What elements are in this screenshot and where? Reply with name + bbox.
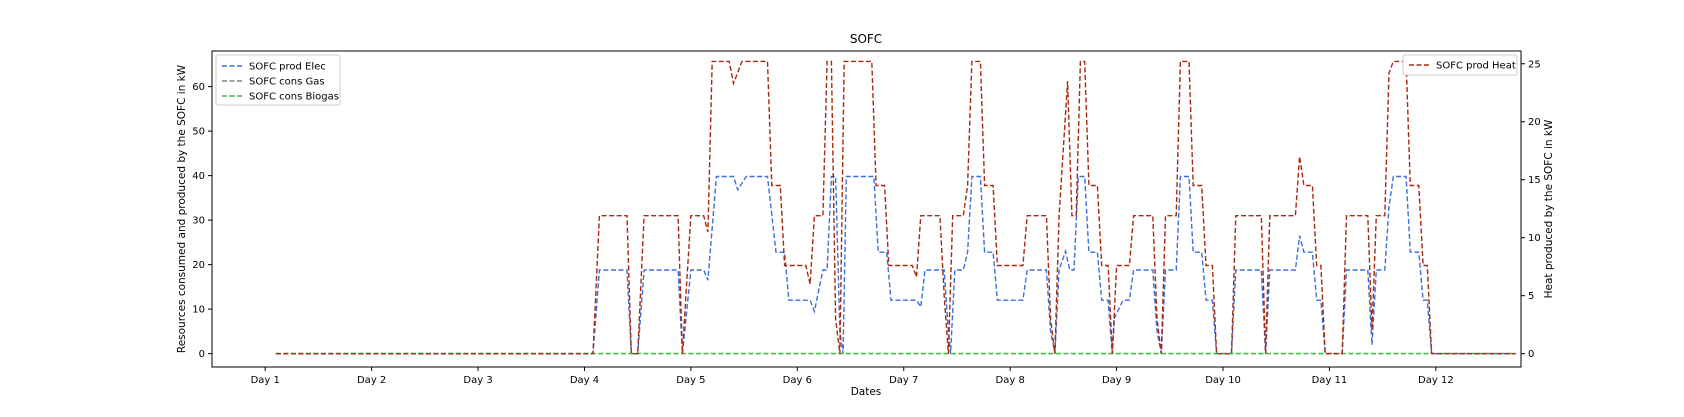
y-tick-label-right: 10 [1528, 233, 1541, 244]
y-tick-label-left: 60 [192, 82, 205, 93]
y-tick-label-left: 50 [192, 127, 205, 138]
y-axis-right-title: Heat produced by the SOFC in kW [1543, 119, 1555, 298]
y-tick-label-right: 25 [1528, 59, 1541, 70]
x-tick-label: Day 3 [463, 375, 492, 386]
y-axis-left-title: Resources consumed and produced by the S… [176, 64, 188, 353]
y-tick-label-right: 0 [1528, 349, 1534, 360]
y-axis-right: 0 5 10 15 20 25 [1521, 59, 1541, 360]
x-tick-label: Day 10 [1205, 375, 1241, 386]
legend-label-sofc-cons-biogas: SOFC cons Biogas [249, 92, 339, 103]
series-line-sofc-prod-heat [275, 60, 1516, 355]
x-tick-label: Day 6 [783, 375, 812, 386]
series-line-sofc-prod-elec [275, 175, 1516, 355]
legend-right: SOFC prod Heat [1402, 54, 1518, 76]
chart-title: SOFC [850, 32, 882, 46]
y-axis-left: 0 10 20 30 40 50 60 [192, 82, 212, 360]
y-tick-label-left: 30 [192, 216, 205, 227]
legend-label-sofc-prod-heat: SOFC prod Heat [1436, 61, 1516, 72]
legend-right-box [1402, 54, 1518, 76]
series-layer [275, 60, 1516, 355]
plot-frame [211, 50, 1522, 368]
y-tick-label-left: 20 [192, 260, 205, 271]
x-tick-label: Day 1 [251, 375, 280, 386]
legend-label-sofc-cons-gas: SOFC cons Gas [249, 77, 325, 88]
y-tick-label-left: 0 [199, 349, 205, 360]
x-tick-label: Day 9 [1102, 375, 1131, 386]
y-tick-label-right: 5 [1528, 291, 1534, 302]
y-tick-label-right: 20 [1528, 117, 1541, 128]
legend-label-sofc-prod-elec: SOFC prod Elec [249, 62, 326, 73]
x-tick-label: Day 4 [570, 375, 599, 386]
legend-left: SOFC prod Elec SOFC cons Gas SOFC cons Bio… [215, 54, 341, 106]
y-tick-label-left: 10 [192, 305, 205, 316]
y-tick-label-left: 40 [192, 171, 205, 182]
x-tick-label: Day 7 [889, 375, 918, 386]
x-tick-label: Day 11 [1312, 375, 1348, 386]
x-axis-title: Dates [851, 386, 882, 398]
x-tick-label: Day 8 [996, 375, 1025, 386]
y-tick-label-right: 15 [1528, 175, 1541, 186]
legend-left-box [215, 54, 341, 106]
x-tick-label: Day 5 [676, 375, 705, 386]
plot-area [211, 50, 1522, 368]
x-axis: Day 1 Day 2 Day 3 Day 4 Day 5 Day 6 Day 7 Day 8… [251, 367, 1454, 386]
x-tick-label: Day 12 [1418, 375, 1454, 386]
x-tick-label: Day 2 [357, 375, 386, 386]
